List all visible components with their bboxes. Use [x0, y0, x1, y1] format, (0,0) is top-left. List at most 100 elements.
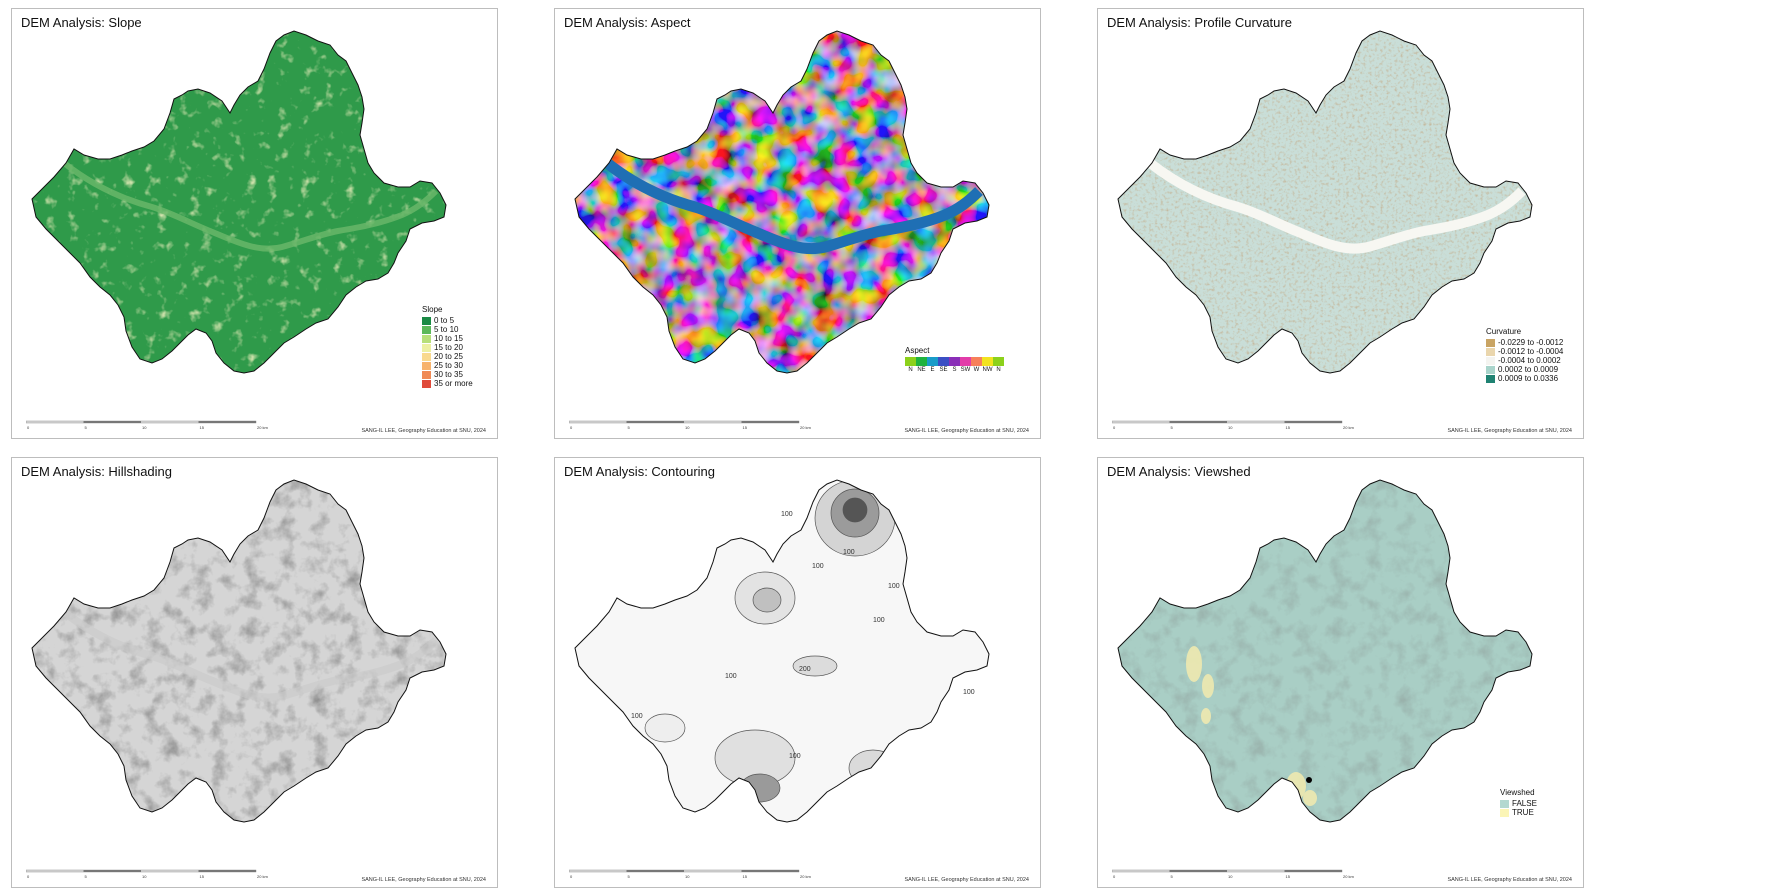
panel-curvature: DEM Analysis: Profile Curvature Curvatur…: [1097, 8, 1584, 439]
legend-swatch: [916, 357, 927, 366]
scale-bar-label: 15: [743, 425, 748, 430]
legend-label: NE: [917, 367, 926, 373]
scale-bar: 0 5 10 15 20 km: [569, 869, 812, 879]
legend-item: -0.0229 to -0.0012: [1486, 338, 1563, 347]
legend-label: 0.0009 to 0.0336: [1498, 374, 1559, 383]
legend-item: 30 to 35: [422, 370, 473, 379]
legend-label: E: [930, 367, 935, 373]
credit-text: SANG-IL LEE, Geography Education at SNU,…: [904, 428, 1029, 434]
scale-bar-label: 15: [1286, 874, 1291, 879]
scale-bar-label: 5: [85, 874, 88, 879]
legend-label: -0.0004 to 0.0002: [1498, 356, 1561, 365]
legend-viewshed: Viewshed FALSE TRUE: [1500, 788, 1537, 817]
legend-label: 30 to 35: [434, 370, 463, 379]
scale-bar-label: 20 km: [257, 874, 269, 879]
scale-bar-segment: [83, 421, 141, 423]
panel-contour: DEM Analysis: Contouring 100 100 100 100 100…: [554, 457, 1041, 888]
contour-label: 100: [631, 713, 643, 720]
panel-title: DEM Analysis: Aspect: [564, 15, 691, 30]
panel-aspect: DEM Analysis: Aspect Aspect N NE E SE S SW W NW…: [554, 8, 1041, 439]
legend-item: 15 to 20: [422, 343, 473, 352]
legend-label: SE: [939, 367, 948, 373]
scale-bar-label: 0: [570, 425, 573, 430]
legend-swatch: [949, 357, 960, 366]
contour-label: 100: [789, 753, 801, 760]
legend-swatch: [422, 352, 431, 361]
panel-hillshade: DEM Analysis: Hillshading 0 5 10 15 20 km SA…: [11, 457, 498, 888]
legend-title: Curvature: [1486, 327, 1522, 336]
scale-bar: 0 5 10 15 20 km: [569, 420, 812, 430]
scale-bar-label: 10: [1228, 425, 1233, 430]
scale-bar-label: 20 km: [1343, 874, 1355, 879]
contour-label: 100: [812, 563, 824, 570]
scale-bar-label: 10: [685, 874, 690, 879]
contour-label: 200: [799, 666, 811, 673]
legend-label: 20 to 25: [434, 352, 463, 361]
legend-item: 0 to 5: [422, 316, 473, 325]
legend-label: S: [952, 367, 957, 373]
legend-item: -0.0004 to 0.0002: [1486, 356, 1563, 365]
legend-item: 0.0002 to 0.0009: [1486, 365, 1563, 374]
scale-bar-segment: [1169, 870, 1227, 872]
panel-viewshed: DEM Analysis: Viewshed Viewshed FALSE TRU…: [1097, 457, 1584, 888]
contour-label: 100: [963, 689, 975, 696]
contour-label: 100: [725, 673, 737, 680]
legend-swatch: [960, 357, 971, 366]
legend-label: W: [973, 367, 980, 373]
contour-label: 100: [873, 617, 885, 624]
legend-label: 15 to 20: [434, 343, 463, 352]
legend-swatch: [1486, 347, 1495, 356]
contour-labels: 100 100 100 100 100 200 100 100 100 100: [631, 511, 975, 760]
legend-swatch: [1486, 356, 1495, 365]
scale-bar-label: 5: [628, 425, 631, 430]
scale-bar-segment: [1284, 421, 1342, 423]
legend-label: N: [996, 367, 1001, 373]
legend-label: NW: [982, 367, 993, 373]
credit-text: SANG-IL LEE, Geography Education at SNU,…: [1447, 428, 1572, 434]
scale-bar-label: 0: [570, 874, 573, 879]
legend-swatch: [422, 379, 431, 388]
scale-bar: 0 5 10 15 20 km: [1112, 869, 1355, 879]
scale-bar-label: 0: [27, 425, 30, 430]
legend-item: 25 to 30: [422, 361, 473, 370]
scale-bar-label: 5: [1171, 425, 1174, 430]
scale-bar-segment: [1169, 421, 1227, 423]
map-contour: 100 100 100 100 100 200 100 100 100 100: [574, 479, 990, 823]
legend-item: 5 to 10: [422, 325, 473, 334]
scale-bar-label: 5: [85, 425, 88, 430]
legend-label: 0.0002 to 0.0009: [1498, 365, 1559, 374]
map-hillshade: [31, 479, 447, 823]
legend-swatch: [993, 357, 1004, 366]
scale-bar-label: 15: [200, 425, 205, 430]
map-viewshed: [1117, 479, 1533, 823]
observer-point: [1306, 777, 1312, 783]
panel-title: DEM Analysis: Hillshading: [21, 464, 173, 479]
legend-item: TRUE: [1500, 808, 1537, 817]
legend-swatch: [1500, 808, 1509, 817]
contour-label: 100: [888, 583, 900, 590]
scale-bar: 0 5 10 15 20 km: [26, 420, 269, 430]
scale-bar: 0 5 10 15 20 km: [1112, 420, 1355, 430]
scale-bar-label: 20 km: [1343, 425, 1355, 430]
legend-swatch: [1500, 799, 1509, 808]
legend-label: 25 to 30: [434, 361, 463, 370]
legend-item: 10 to 15: [422, 334, 473, 343]
legend-curvature: Curvature -0.0229 to -0.0012 -0.0012 to -…: [1486, 327, 1563, 383]
scale-bar-label: 15: [1286, 425, 1291, 430]
legend-item: 35 or more: [422, 379, 473, 388]
scale-bar-label: 0: [1113, 874, 1116, 879]
legend-swatch: [1486, 374, 1495, 383]
panel-title: DEM Analysis: Viewshed: [1107, 464, 1251, 479]
scale-bar-label: 5: [628, 874, 631, 879]
legend-title: Slope: [422, 305, 443, 314]
scale-bar-segment: [83, 870, 141, 872]
panel-title: DEM Analysis: Slope: [21, 15, 142, 30]
map-slope: [31, 30, 447, 374]
legend-swatch: [982, 357, 993, 366]
contour-label: 100: [781, 511, 793, 518]
legend-item: FALSE: [1500, 799, 1537, 808]
map-curvature: [1117, 30, 1533, 374]
legend-title: Viewshed: [1500, 788, 1535, 797]
